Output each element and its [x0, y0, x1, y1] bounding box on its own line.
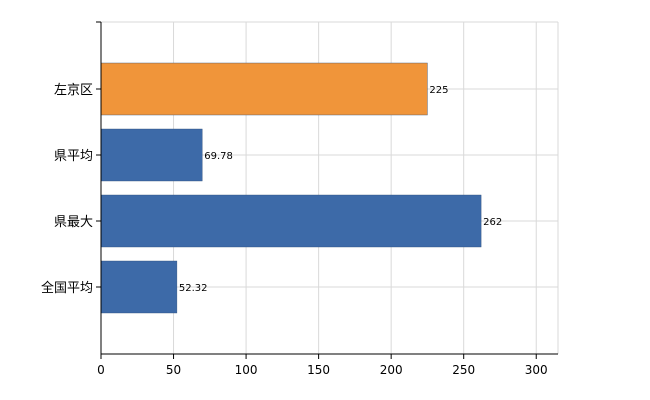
category-label-1: 県平均: [54, 149, 93, 164]
data-label-2: 262: [483, 217, 502, 228]
bar-3: [100, 260, 178, 314]
bar-1: [100, 128, 203, 182]
labels: 225 左京区 69.78 県平均 262 県最大 52.32 全国平均 0 50 100 150 20…: [41, 83, 548, 377]
x-tick-label-5: 250: [452, 363, 475, 377]
x-tick-label-0: 0: [97, 363, 105, 377]
x-tick-label-3: 150: [307, 363, 330, 377]
data-label-3: 52.32: [179, 283, 208, 294]
bars: [100, 62, 482, 314]
x-tick-label-4: 200: [380, 363, 403, 377]
x-tick-label-6: 300: [525, 363, 548, 377]
category-label-0: 左京区: [54, 83, 93, 98]
axes: [96, 21, 558, 359]
category-label-3: 全国平均: [41, 280, 93, 296]
bar-0: [100, 62, 428, 116]
bar-2: [100, 194, 482, 248]
x-tick-label-1: 50: [166, 363, 181, 377]
data-label-1: 69.78: [204, 151, 233, 162]
data-label-0: 225: [429, 85, 448, 96]
category-label-2: 県最大: [54, 215, 93, 230]
x-tick-label-2: 100: [235, 363, 258, 377]
